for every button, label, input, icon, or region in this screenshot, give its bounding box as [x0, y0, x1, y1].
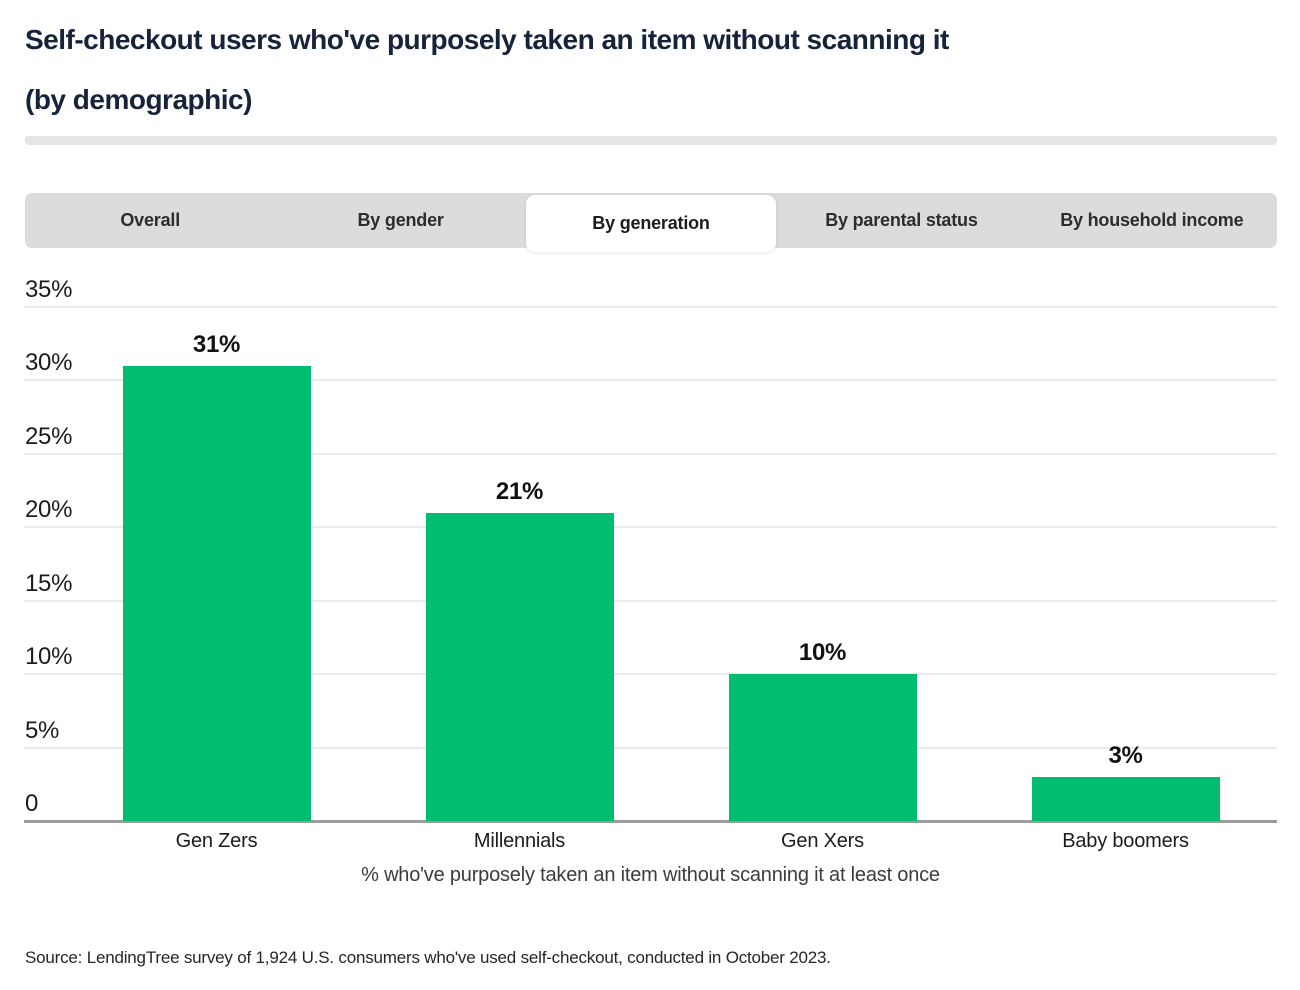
x-axis-caption: % who've purposely taken an item without…: [361, 864, 940, 886]
bar-gen-zers: [122, 365, 311, 821]
gridline: [24, 379, 1277, 382]
y-tick-label: 30%: [25, 349, 73, 377]
value-label-gen-zers: 31%: [192, 330, 241, 358]
chart-title-line-2: (by demographic): [25, 84, 252, 115]
tab-bar: Overall By gender By generation By parental…: [25, 193, 1277, 252]
gridline: [24, 673, 1277, 676]
header-divider: [25, 136, 1277, 145]
tab-by-household-income[interactable]: By household income: [1060, 210, 1244, 230]
value-label-millennials: 21%: [495, 477, 544, 505]
source-note: Source: LendingTree survey of 1,924 U.S.…: [25, 948, 831, 967]
y-tick-label: 0: [25, 790, 39, 817]
gridline: [24, 526, 1277, 529]
plot-area: % who've purposely taken an item without…: [24, 278, 1277, 886]
tab-overall[interactable]: Overall: [120, 210, 181, 230]
value-label-gen-xers: 10%: [798, 639, 847, 667]
bar-millennials: [425, 512, 614, 821]
y-tick-label: 25%: [25, 422, 73, 450]
bar-baby-boomers: [1031, 776, 1220, 821]
value-label-baby-boomers: 3%: [1108, 741, 1143, 769]
y-tick-label: 10%: [25, 643, 73, 671]
chart-title-line-1: Self-checkout users who've purposely tak…: [25, 24, 949, 55]
gridline: [24, 599, 1277, 602]
category-label-gen-zers: Gen Zers: [175, 830, 258, 852]
gridline: [24, 452, 1277, 455]
tab-by-generation[interactable]: By generation: [525, 195, 777, 252]
gridline: [24, 306, 1277, 308]
tab-by-parental-status[interactable]: By parental status: [825, 210, 978, 230]
bar-gen-xers: [728, 674, 917, 821]
y-tick-label: 35%: [25, 276, 73, 303]
tab-by-gender[interactable]: By gender: [357, 210, 444, 230]
y-tick-label: 15%: [25, 569, 73, 597]
category-label-gen-xers: Gen Xers: [781, 830, 864, 852]
y-tick-label: 20%: [25, 496, 73, 524]
category-label-baby-boomers: Baby boomers: [1062, 830, 1189, 852]
y-tick-label: 5%: [25, 716, 60, 744]
gridline: [24, 746, 1277, 749]
category-label-millennials: Millennials: [473, 830, 566, 852]
x-axis-line: [24, 820, 1277, 823]
